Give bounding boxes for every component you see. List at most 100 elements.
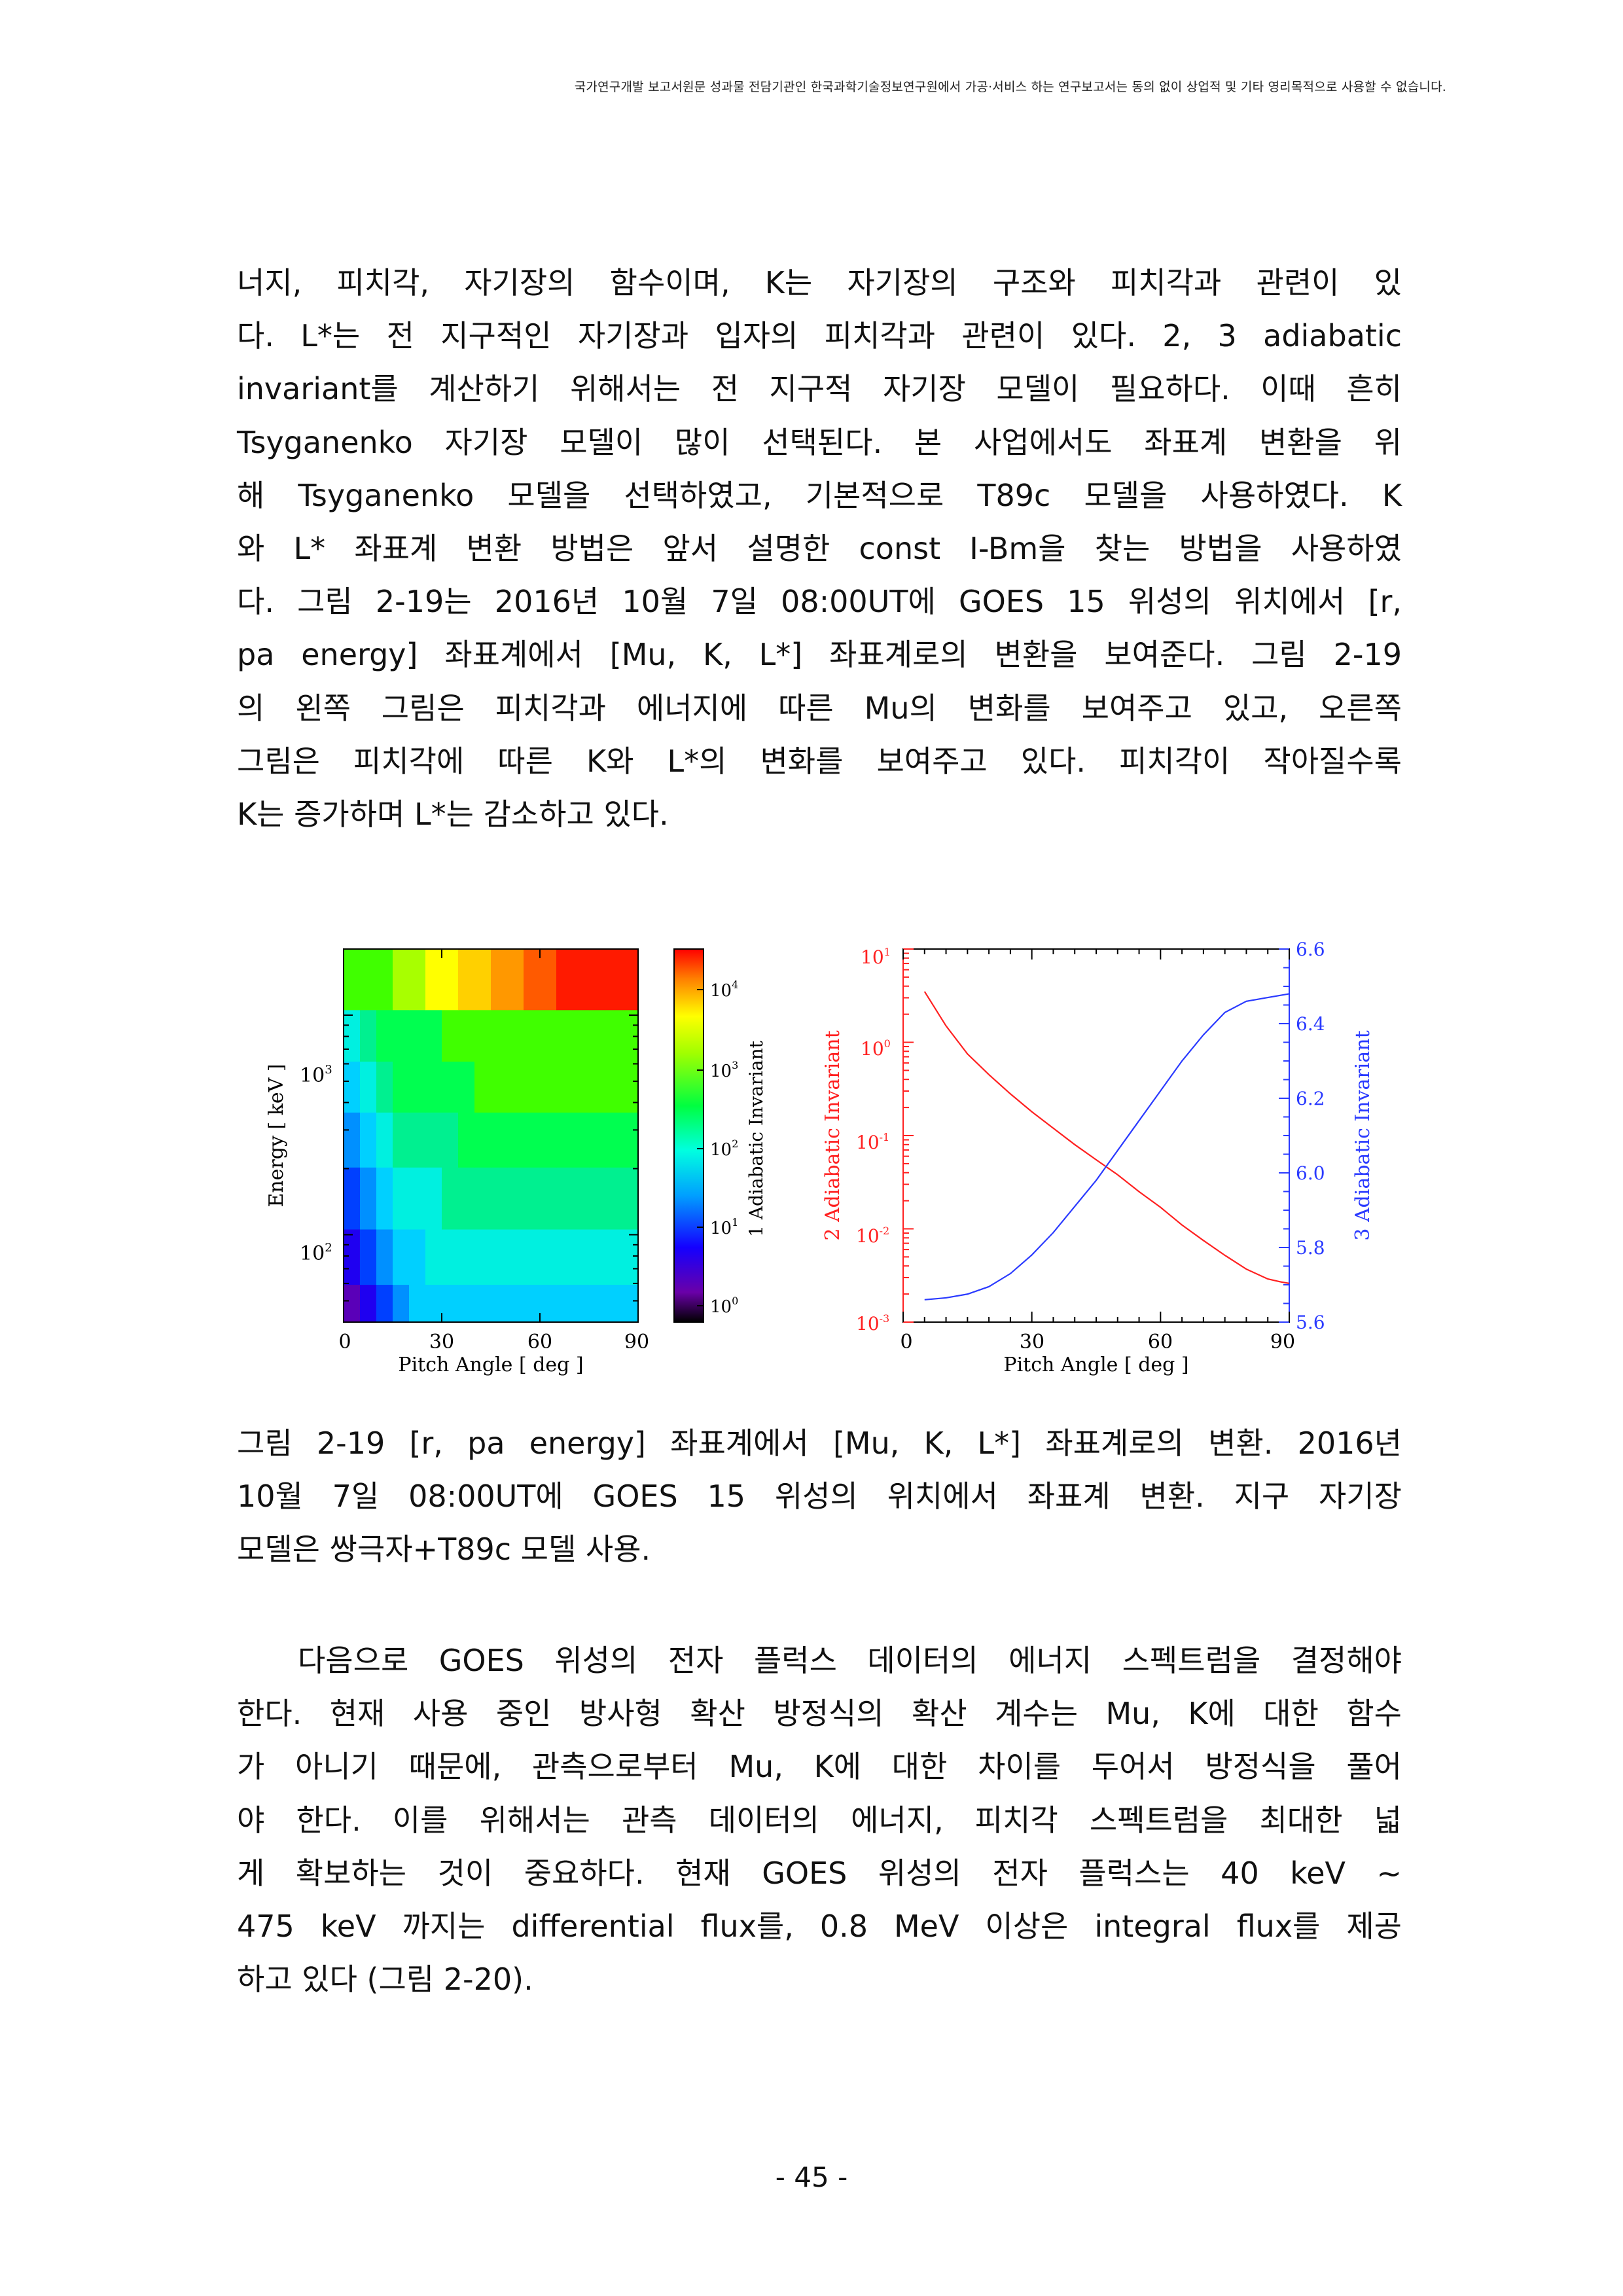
left-ytick-label: 10-2 xyxy=(856,1225,889,1247)
heatmap-cell xyxy=(573,1284,590,1323)
heatmap-cell xyxy=(556,1284,573,1323)
heatmap-cell xyxy=(393,1167,410,1230)
heatmap-cell xyxy=(573,1167,590,1230)
heatmap-cell xyxy=(474,1229,491,1285)
heatmap-cell xyxy=(409,1061,426,1113)
paragraph-line: 하고 있다 (그림 2-20). xyxy=(237,1962,533,1998)
heatmap-cell xyxy=(491,1061,508,1113)
heatmap-cell xyxy=(442,1284,459,1323)
heatmap-cell xyxy=(524,1061,541,1113)
heatmap-cell xyxy=(360,1284,377,1323)
heatmap-cell xyxy=(589,1061,606,1113)
paragraph-line: 한다. 현재 사용 중인 방사형 확산 방정식의 확산 계수는 Mu, K에 대… xyxy=(237,1696,1402,1732)
heatmap-cell xyxy=(491,1112,508,1168)
colorbar-tick-label: 103 xyxy=(710,1059,738,1081)
heatmap-cell xyxy=(376,1061,393,1113)
heatmap-cell xyxy=(442,1112,459,1168)
lstar-invariant-line xyxy=(924,993,1290,1300)
heatmap-cell xyxy=(360,949,377,1011)
heatmap-cell xyxy=(425,1229,442,1285)
heatmap-cell xyxy=(622,1061,639,1113)
heatmap-cell xyxy=(491,1009,508,1062)
heatmap-cell xyxy=(344,1061,361,1113)
heatmap-cell xyxy=(540,949,557,1011)
heatmap-ytick-100: 102 xyxy=(300,1241,332,1265)
heatmap-cell xyxy=(507,1284,524,1323)
colorbar: 104 103 102 101 100 1 Adiabatic Invarian… xyxy=(673,948,767,1323)
paragraph-line: 게 확보하는 것이 중요하다. 현재 GOES 위성의 전자 플럭스는 40 k… xyxy=(237,1855,1402,1891)
heatmap-cell xyxy=(393,1229,410,1285)
paragraph-line: 의 왼쪽 그림은 피치각과 에너지에 따른 Mu의 변화를 보여주고 있고, 오… xyxy=(237,690,1402,726)
caption-line: 모델은 쌍극자+T89c 모델 사용. xyxy=(237,1532,651,1568)
heatmap-cell xyxy=(409,1229,426,1285)
paragraph-line: 야 한다. 이를 위해서는 관측 데이터의 에너지, 피치각 스펙트럼을 최대한… xyxy=(237,1802,1402,1838)
heatmap-cell xyxy=(442,1061,459,1113)
heatmap-cell xyxy=(344,1167,361,1230)
heatmap-cell xyxy=(360,1009,377,1062)
heatmap-cell xyxy=(425,1009,442,1062)
heatmap-cell xyxy=(507,1061,524,1113)
heatmap-cell xyxy=(425,1284,442,1323)
body-paragraph-2: 다음으로 GOES 위성의 전자 플럭스 데이터의 에너지 스펙트럼을 결정해야… xyxy=(237,1634,1402,2006)
heatmap-cell xyxy=(491,1284,508,1323)
heatmap-xtick: 90 xyxy=(624,1331,649,1354)
heatmap-cell xyxy=(524,1009,541,1062)
heatmap-cell xyxy=(344,1112,361,1168)
heatmap-cell xyxy=(376,1009,393,1062)
heatmap-ytick-1000: 103 xyxy=(300,1063,332,1087)
heatmap-cell xyxy=(474,1061,491,1113)
heatmap-cell xyxy=(393,1009,410,1062)
heatmap-cell xyxy=(376,1229,393,1285)
heatmap-cell xyxy=(409,1112,426,1168)
copyright-notice: 국가연구개발 보고서원문 성과물 전담기관인 한국과학기술정보연구원에서 가공·… xyxy=(574,80,1446,94)
heatmap-cell xyxy=(507,1112,524,1168)
line-chart-frame xyxy=(902,948,1290,1323)
colorbar-tick-label: 102 xyxy=(710,1138,738,1160)
paragraph-line: 다음으로 GOES 위성의 전자 플럭스 데이터의 에너지 스펙트럼을 결정해야 xyxy=(237,1643,1402,1678)
heatmap-cell xyxy=(425,949,442,1011)
page-number: - 45 - xyxy=(775,2161,848,2193)
right-ytick-label: 6.4 xyxy=(1296,1013,1325,1035)
heatmap-cell xyxy=(540,1229,557,1285)
heatmap-cell xyxy=(491,949,508,1011)
heatmap-cell xyxy=(605,1009,622,1062)
heatmap-cell xyxy=(393,1112,410,1168)
heatmap-y-axis-label: Energy [ keV ] xyxy=(265,1064,288,1207)
heatmap-cell xyxy=(409,949,426,1011)
k-invariant-line xyxy=(923,991,1290,1284)
heatmap-cell xyxy=(605,1167,622,1230)
heatmap-cell xyxy=(605,1112,622,1168)
heatmap-cell xyxy=(622,1284,639,1323)
heatmap-cell xyxy=(622,1112,639,1168)
heatmap-cell xyxy=(376,1167,393,1230)
line-xtick: 30 xyxy=(1020,1331,1044,1354)
left-ytick-label: 101 xyxy=(861,946,891,968)
right-ytick-label: 5.6 xyxy=(1296,1312,1325,1333)
figure-caption: 그림 2-19 [r, pa energy] 좌표계에서 [Mu, K, L*]… xyxy=(237,1417,1402,1577)
heatmap-cell xyxy=(540,1284,557,1323)
paragraph-line: 가 아니기 때문에, 관측으로부터 Mu, K에 대한 차이를 두어서 방정식을… xyxy=(237,1749,1402,1785)
paragraph-line: invariant를 계산하기 위해서는 전 지구적 자기장 모델이 필요하다.… xyxy=(237,371,1402,407)
heatmap-cell xyxy=(458,1112,475,1168)
heatmap-cell xyxy=(474,949,491,1011)
heatmap-cell xyxy=(573,1229,590,1285)
heatmap-cell xyxy=(605,1284,622,1323)
heatmap-cell xyxy=(605,949,622,1011)
figure-2-19: 103 102 0 30 60 90 Pitch Angle [ deg ] E… xyxy=(265,939,1374,1376)
line-xtick: 60 xyxy=(1148,1331,1173,1354)
heatmap-cell xyxy=(491,1167,508,1230)
left-ytick-label: 100 xyxy=(861,1037,891,1060)
heatmap-cell xyxy=(589,1167,606,1230)
caption-line: 10월 7일 08:00UT에 GOES 15 위성의 위치에서 좌표계 변환.… xyxy=(237,1479,1402,1515)
heatmap-cell xyxy=(474,1009,491,1062)
right-ytick-label: 6.0 xyxy=(1296,1162,1325,1184)
body-paragraph-1: 너지, 피치각, 자기장의 함수이며, K는 자기장의 구조와 피치각과 관련이… xyxy=(237,257,1402,841)
heatmap-cell xyxy=(556,949,573,1011)
heatmap-cell xyxy=(360,1229,377,1285)
heatmap-cell xyxy=(622,949,639,1011)
heatmap-cell xyxy=(556,1112,573,1168)
right-ytick-label: 6.2 xyxy=(1296,1088,1325,1109)
heatmap-chart: 103 102 0 30 60 90 Pitch Angle [ deg ] E… xyxy=(265,948,649,1376)
heatmap-frame xyxy=(343,948,639,1323)
heatmap-cell xyxy=(344,949,361,1011)
